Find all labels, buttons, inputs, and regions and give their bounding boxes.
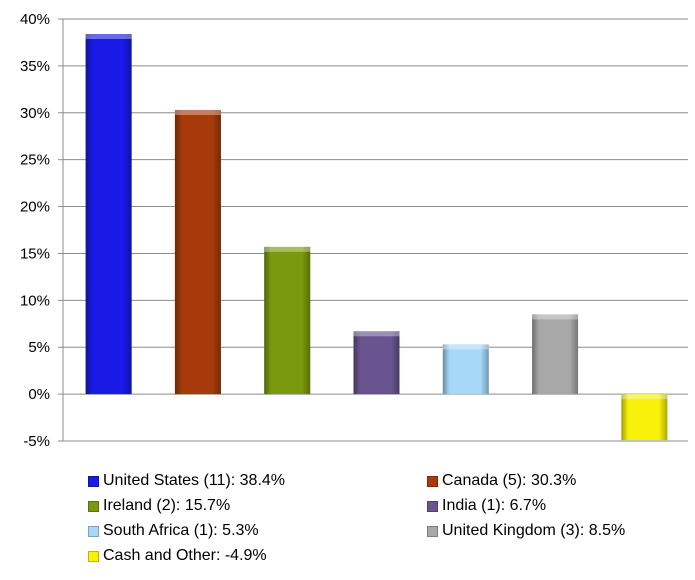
bar-bevel: [353, 331, 400, 337]
legend-item: Cash and Other: -4.9%: [88, 547, 267, 565]
legend-swatch: [427, 525, 438, 537]
bar-4: [442, 344, 489, 395]
bar-shade: [85, 34, 132, 395]
bar-bevel: [532, 314, 579, 320]
legend-item: United Kingdom (3): 8.5%: [427, 522, 625, 540]
y-tick-label: 25%: [20, 152, 50, 169]
legend-item: Canada (5): 30.3%: [427, 472, 576, 490]
y-tick-label: 10%: [20, 292, 50, 309]
y-tick-label: 35%: [20, 58, 50, 75]
y-tick-label: 0%: [28, 386, 50, 403]
legend-swatch: [88, 550, 99, 562]
bar-shade: [532, 314, 579, 395]
bar-bevel: [442, 344, 489, 350]
bar-1: [174, 109, 221, 395]
legend-label: South Africa (1): 5.3%: [103, 522, 259, 539]
legend-swatch: [427, 500, 438, 512]
legend-swatch: [88, 475, 99, 487]
y-tick-label: 40%: [20, 11, 50, 28]
bar-2: [264, 246, 311, 395]
legend-swatch: [88, 500, 99, 512]
bar-shade: [353, 331, 400, 395]
y-tick-label: -5%: [23, 433, 50, 450]
bar-bevel: [174, 109, 221, 115]
y-tick-label: 30%: [20, 105, 50, 122]
bar-shade: [621, 394, 668, 441]
bar-shade: [174, 109, 221, 395]
y-tick-label: 20%: [20, 199, 50, 216]
legend-label: India (1): 6.7%: [442, 497, 547, 514]
bar-shade: [264, 246, 311, 395]
bar-bevel: [85, 34, 132, 40]
legend-swatch: [88, 525, 99, 537]
legend-item: India (1): 6.7%: [427, 497, 546, 515]
legend-swatch: [427, 475, 438, 487]
legend-label: Cash and Other: -4.9%: [103, 547, 267, 564]
bar-0: [85, 34, 132, 395]
legend-label: Canada (5): 30.3%: [442, 472, 577, 489]
bar-5: [532, 314, 579, 395]
legend-label: United States (11): 38.4%: [103, 472, 286, 489]
bar-bevel: [621, 394, 668, 400]
legend-item: South Africa (1): 5.3%: [88, 522, 259, 540]
y-tick-label: 5%: [28, 339, 50, 356]
legend-label: Ireland (2): 15.7%: [103, 497, 231, 514]
bar-6: [621, 394, 668, 441]
legend-item: Ireland (2): 15.7%: [88, 497, 230, 515]
legend-label: United Kingdom (3): 8.5%: [442, 522, 626, 539]
y-tick-label: 15%: [20, 245, 50, 262]
bar-bevel: [264, 246, 311, 252]
legend-item: United States (11): 38.4%: [88, 472, 285, 490]
bar-3: [353, 331, 400, 395]
bar-shade: [442, 344, 489, 395]
